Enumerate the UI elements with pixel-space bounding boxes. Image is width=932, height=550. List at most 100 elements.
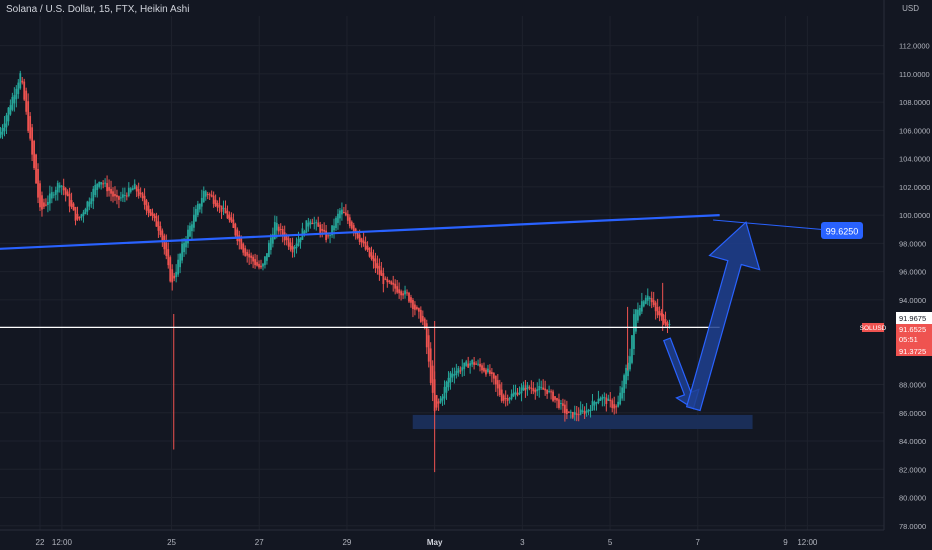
lower-price-box	[896, 346, 932, 356]
candle-body	[212, 195, 215, 204]
candle-body	[477, 363, 479, 365]
candle-body	[342, 211, 345, 214]
candle-body	[441, 396, 444, 401]
candle-body	[356, 231, 359, 239]
candle-body	[285, 236, 288, 241]
price-axis-bg	[884, 0, 932, 550]
price-axis[interactable]: 112.0000 110.0000 108.0000 106.0000 104.0000…	[883, 0, 932, 550]
candle-body	[58, 185, 61, 188]
countdown-label: 05:51	[899, 335, 918, 344]
candle-body	[496, 380, 499, 389]
candle-body	[583, 411, 586, 415]
upper-price-label: 91.9675	[899, 314, 926, 323]
candle-body	[463, 362, 466, 369]
candle-body	[565, 408, 568, 415]
candle-body	[573, 412, 576, 415]
candle-body	[165, 242, 168, 256]
candle-body	[39, 183, 41, 208]
price-tick-label: 80.0000	[899, 494, 926, 503]
candle-body	[266, 253, 268, 261]
candle-body	[167, 249, 170, 266]
candle-body	[400, 291, 403, 296]
time-tick-label: 25	[167, 538, 176, 547]
candle-body	[60, 185, 63, 187]
time-tick-label: 22	[36, 538, 45, 547]
candle-body	[161, 230, 164, 241]
candle-body	[613, 404, 616, 409]
candle-body	[510, 393, 513, 399]
candle-body	[492, 373, 495, 379]
candle-body	[530, 387, 533, 389]
candle-body	[254, 259, 256, 266]
candle-body	[315, 222, 318, 224]
candle-body	[560, 403, 562, 405]
candle-body	[118, 196, 120, 200]
time-axis[interactable]: 22 12:00 25 27 29 May 3 5 7 9 12:00	[0, 529, 884, 547]
candle-body	[246, 252, 249, 256]
chart-drawings[interactable]: 99.6250	[0, 214, 863, 328]
candle-body	[120, 197, 122, 199]
candle-body	[260, 265, 262, 268]
candle-body	[216, 202, 219, 208]
candle-body	[633, 314, 635, 350]
candle-body	[224, 208, 227, 214]
candle-body	[617, 401, 620, 407]
resistance-trendline[interactable]	[0, 214, 720, 250]
candle-body	[163, 235, 166, 250]
candle-body	[348, 217, 351, 227]
candle-body	[106, 183, 108, 192]
candle-body	[305, 220, 308, 233]
price-tick-label: 96.0000	[899, 268, 926, 277]
candle-body	[431, 365, 434, 393]
price-tick-label: 94.0000	[899, 296, 926, 305]
candle-body	[487, 368, 489, 373]
candle-body	[232, 219, 235, 228]
candle-body	[35, 154, 37, 184]
candle-body	[658, 311, 661, 316]
candle-body	[376, 263, 379, 269]
candle-body	[358, 234, 361, 243]
candle-body	[242, 243, 245, 253]
candle-body	[528, 387, 531, 389]
candle-body	[410, 297, 412, 303]
candle-body	[228, 214, 231, 221]
candle-body	[500, 389, 503, 401]
candle-body	[214, 199, 217, 207]
time-tick-label: 29	[342, 538, 351, 547]
candle-body	[273, 222, 276, 240]
candle-body	[291, 246, 294, 253]
candle-body	[183, 242, 185, 253]
current-price-label: 91.6525	[899, 325, 926, 334]
candle-body	[193, 214, 195, 228]
candle-body	[656, 306, 659, 316]
candle-body	[19, 73, 22, 89]
candle-body	[558, 399, 560, 408]
up-arrow[interactable]	[685, 221, 761, 412]
candle-body	[562, 403, 564, 406]
candle-body	[226, 210, 229, 219]
candle-body	[64, 188, 67, 195]
candle-body	[202, 191, 205, 203]
candle-body	[46, 201, 49, 205]
candle-body	[386, 279, 389, 283]
candle-body	[293, 247, 296, 250]
time-tick-label: 12:00	[52, 538, 73, 547]
candle-body	[116, 195, 118, 198]
candle-body	[1, 127, 4, 135]
candle-body	[96, 183, 99, 191]
callout-leader	[713, 219, 829, 231]
candle-body	[360, 238, 363, 243]
candle-body	[366, 245, 369, 250]
price-tick-label: 106.0000	[899, 126, 930, 135]
callout-label: 99.6250	[826, 227, 859, 237]
candle-body	[33, 140, 35, 169]
candle-body	[352, 225, 355, 233]
candle-body	[415, 307, 418, 310]
chart-arrows[interactable]	[663, 221, 761, 412]
candle-body	[394, 283, 397, 289]
candle-body	[141, 193, 144, 199]
candle-body	[447, 377, 450, 388]
candle-body	[48, 193, 51, 204]
callout-box[interactable]	[821, 222, 863, 239]
